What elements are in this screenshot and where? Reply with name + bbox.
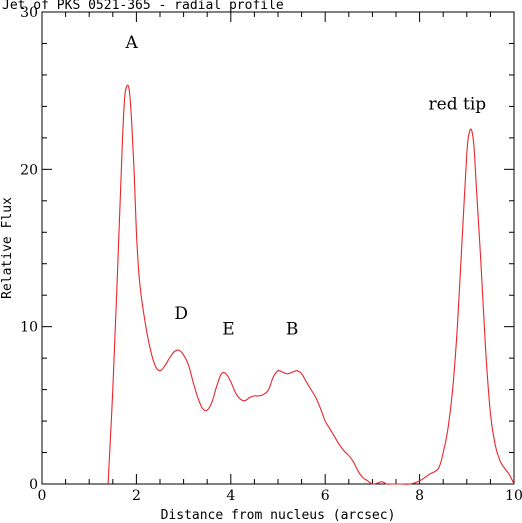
annotation-label: A (125, 33, 139, 53)
y-axis-title: Relative Flux (0, 197, 15, 299)
flux-profile-line (107, 84, 515, 485)
y-tick-label: 30 (20, 5, 38, 21)
x-tick-label: 10 (505, 488, 522, 504)
x-tick-label: 8 (415, 488, 424, 504)
series-layer (107, 84, 515, 485)
x-tick-label: 4 (226, 488, 235, 504)
annotation-label: D (174, 304, 188, 324)
x-tick-label: 0 (38, 488, 47, 504)
y-tick-label: 10 (20, 320, 38, 336)
plot-frame (41, 11, 515, 485)
y-tick-label: 20 (20, 162, 38, 178)
x-tick-label: 6 (321, 488, 330, 504)
x-axis-title: Distance from nucleus (arcsec) (161, 508, 396, 523)
x-axis-ticks: 0 2 4 6 8 10 (38, 12, 522, 504)
y-tick-label: 0 (29, 477, 38, 493)
chart-title: Jet of PKS 0521-365 - radial profile (2, 0, 284, 13)
annotation-label: E (222, 320, 234, 340)
x-tick-label: 2 (132, 488, 141, 504)
y-axis-ticks: 0 10 20 30 (20, 5, 514, 493)
annotation-label: B (286, 320, 299, 340)
annotation-label: red tip (429, 95, 487, 115)
